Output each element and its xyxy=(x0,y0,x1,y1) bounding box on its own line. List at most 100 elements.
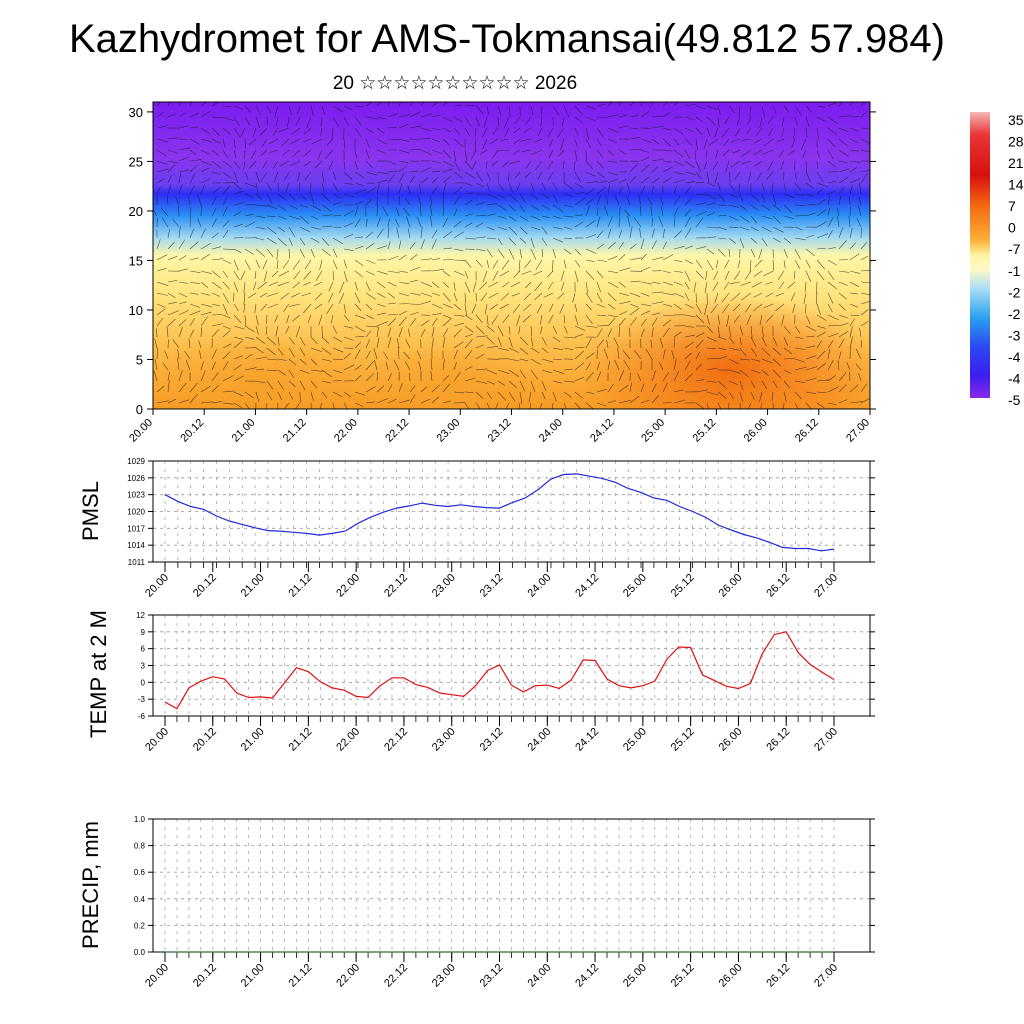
wind-barb xyxy=(420,177,429,184)
pmsl-x-tick-label: 23.00 xyxy=(430,572,458,600)
wind-barb xyxy=(552,204,564,212)
wind-barb xyxy=(585,248,597,254)
wind-barb xyxy=(684,270,691,282)
wind-barb xyxy=(624,209,631,217)
wind-barb xyxy=(387,102,390,107)
wind-barb xyxy=(837,215,840,228)
wind-barb xyxy=(704,160,708,170)
wind-barb xyxy=(765,281,774,285)
wind-barb xyxy=(398,172,405,184)
wind-barb xyxy=(475,314,483,323)
wind-barb xyxy=(200,401,213,404)
wind-barb xyxy=(508,358,520,362)
wind-barb xyxy=(640,310,651,316)
wind-barb xyxy=(547,160,554,170)
wind-barb xyxy=(552,336,561,343)
heat-x-tick-label: 25.00 xyxy=(639,417,667,445)
wind-barb xyxy=(343,259,347,269)
wind-barb xyxy=(585,338,592,349)
wind-barb xyxy=(354,205,359,217)
wind-barb xyxy=(747,402,752,409)
wind-barb xyxy=(296,105,301,115)
wind-barb xyxy=(376,204,378,217)
wind-barb xyxy=(760,402,763,409)
wind-barb xyxy=(732,303,741,312)
temp-x-tick-label: 26.00 xyxy=(717,726,745,754)
wind-barb xyxy=(272,160,279,169)
wind-barb xyxy=(156,254,168,261)
wind-barb xyxy=(805,366,818,371)
wind-barb xyxy=(574,221,584,228)
wind-barb xyxy=(761,369,769,376)
wind-barb xyxy=(838,384,847,393)
wind-barb xyxy=(299,336,306,347)
colorbar-label: 0 xyxy=(1008,220,1016,236)
wind-barb xyxy=(277,336,280,346)
wind-barb xyxy=(354,149,358,159)
wind-barb xyxy=(596,243,605,250)
wind-barb xyxy=(387,337,392,349)
wind-barb xyxy=(684,303,694,309)
wind-barb xyxy=(618,242,624,250)
wind-barb xyxy=(222,325,232,330)
wind-barb xyxy=(640,102,643,107)
wind-barb xyxy=(211,116,223,119)
wind-barb xyxy=(387,227,390,239)
wind-barb xyxy=(154,338,158,349)
wind-barb xyxy=(805,212,816,217)
wind-barb xyxy=(647,197,653,206)
wind-barb xyxy=(489,138,499,145)
wind-barb xyxy=(607,270,618,274)
precip-x-tick-label: 21.12 xyxy=(287,962,315,990)
wind-barb xyxy=(772,215,782,225)
wind-barb xyxy=(255,380,266,384)
wind-barb xyxy=(409,111,421,118)
wind-barb xyxy=(257,281,268,290)
wind-barb xyxy=(321,225,333,228)
wind-barb xyxy=(266,358,279,361)
wind-barb xyxy=(266,105,272,114)
wind-barb xyxy=(233,105,243,110)
wind-barb xyxy=(430,358,433,371)
wind-barb xyxy=(794,347,806,350)
colorbar-label: -2 xyxy=(1008,306,1021,322)
wind-barb xyxy=(464,199,473,206)
wind-barb xyxy=(153,209,158,217)
wind-barb xyxy=(662,166,673,173)
wind-barb xyxy=(178,319,187,327)
wind-barb xyxy=(189,382,198,393)
wind-barb xyxy=(200,361,204,371)
wind-barb xyxy=(288,226,296,238)
wind-barb xyxy=(222,281,230,290)
wind-barb xyxy=(618,281,626,288)
heat-x-axis: 20.00 20.12 21.00 21.12 22.00 22.12 23.00 23.12… xyxy=(127,409,872,445)
wind-barb xyxy=(705,270,708,280)
wind-barb xyxy=(596,160,605,169)
wind-barb xyxy=(563,259,567,269)
wind-barb xyxy=(607,149,615,156)
wind-barb xyxy=(178,399,190,404)
wind-barb xyxy=(534,281,543,292)
wind-barb xyxy=(387,384,393,393)
wind-barb xyxy=(233,149,237,159)
wind-barb xyxy=(291,127,301,135)
pmsl-x-tick-label: 23.12 xyxy=(478,572,506,600)
wind-barb xyxy=(387,314,398,316)
wind-barb xyxy=(222,248,235,250)
wind-barb xyxy=(860,383,868,393)
wind-barb xyxy=(541,391,546,400)
wind-barb xyxy=(627,215,631,228)
wind-barb xyxy=(816,270,825,281)
wind-barb xyxy=(756,171,763,181)
wind-barb xyxy=(407,328,411,338)
wind-barb xyxy=(750,380,756,389)
wind-barb xyxy=(398,124,408,129)
wind-barb xyxy=(486,325,495,333)
wind-barb xyxy=(310,380,318,389)
wind-barb xyxy=(585,160,593,169)
wind-barb xyxy=(365,218,368,228)
wind-barb xyxy=(178,184,183,195)
wind-barb xyxy=(233,375,244,382)
wind-barb xyxy=(783,336,788,346)
